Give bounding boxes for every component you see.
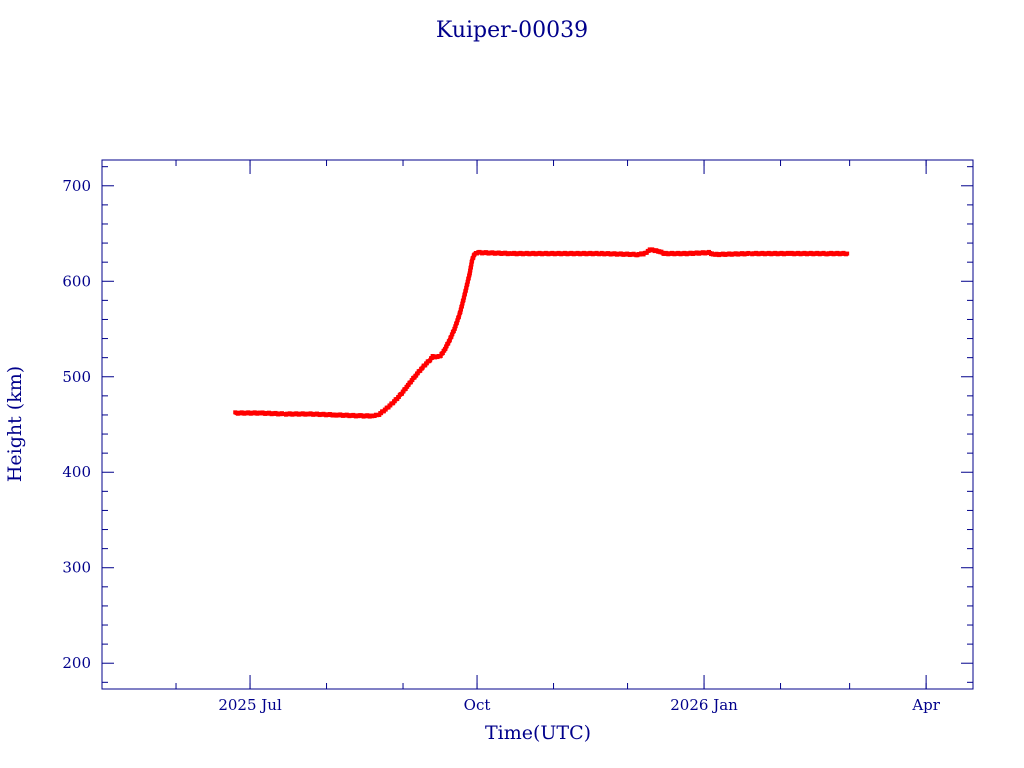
data-point	[463, 288, 468, 293]
data-point	[456, 314, 461, 319]
y-tick-label: 700	[62, 177, 91, 195]
data-point	[443, 346, 448, 351]
data-point	[401, 389, 406, 394]
x-tick-label: 2025 Jul	[218, 696, 282, 714]
data-point	[469, 262, 474, 267]
data-point	[459, 307, 464, 312]
data-point	[458, 310, 463, 315]
data-point	[468, 265, 473, 270]
data-point	[464, 285, 469, 290]
data-point	[452, 326, 457, 331]
x-tick-label: Apr	[911, 696, 940, 714]
x-tick-label: Oct	[464, 696, 491, 714]
y-tick-label: 300	[62, 559, 91, 577]
chart-title: Kuiper-00039	[436, 18, 588, 43]
y-tick-label: 500	[62, 368, 91, 386]
plot-frame	[101, 159, 974, 690]
data-point	[415, 371, 420, 376]
data-point	[450, 332, 455, 337]
data-point	[470, 258, 475, 263]
data-point	[453, 324, 458, 329]
data-point	[438, 353, 443, 358]
data-point	[451, 329, 456, 334]
x-tick-label: 2026 Jan	[670, 696, 738, 714]
data-point	[440, 351, 445, 356]
data-point	[428, 358, 433, 363]
data-point	[429, 356, 434, 361]
data-point	[455, 318, 460, 323]
data-point	[447, 337, 452, 342]
y-tick-label: 200	[62, 654, 91, 672]
data-point	[466, 276, 471, 281]
data-point	[463, 291, 467, 296]
data-point	[471, 255, 476, 260]
data-point	[414, 373, 419, 378]
y-tick-label: 400	[62, 463, 91, 481]
data-point	[406, 382, 411, 387]
data-point	[454, 320, 459, 325]
data-point	[449, 334, 454, 339]
data-point	[446, 341, 451, 346]
data-point	[461, 298, 466, 303]
x-axis-label: Time(UTC)	[485, 722, 591, 744]
data-point	[465, 279, 470, 284]
y-tick-label: 600	[62, 272, 91, 290]
data-point	[444, 344, 449, 349]
data-point	[460, 301, 465, 306]
data-point	[462, 295, 467, 300]
data-point	[400, 391, 405, 396]
y-axis-label: Height (km)	[4, 366, 26, 482]
data-point	[467, 271, 472, 276]
data-point	[468, 268, 473, 273]
data-point	[459, 304, 464, 309]
data-point	[465, 282, 470, 287]
data-point	[845, 251, 850, 256]
